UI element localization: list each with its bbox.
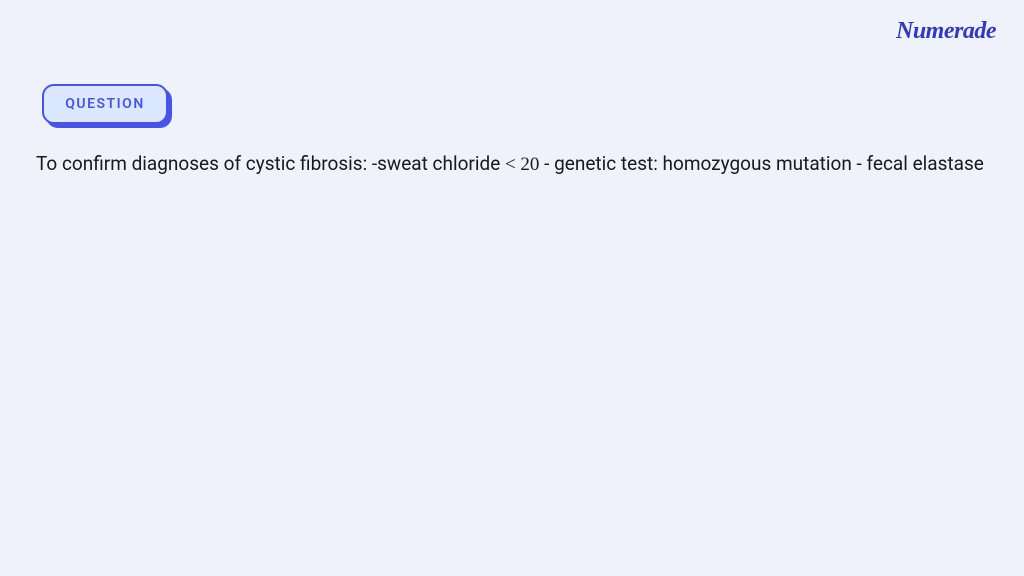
badge-box: QUESTION (42, 84, 168, 124)
question-math-num: 20 (520, 154, 539, 175)
question-text: To confirm diagnoses of cystic fibrosis:… (36, 150, 988, 180)
badge-label: QUESTION (65, 96, 144, 112)
question-badge: QUESTION (42, 84, 168, 124)
question-math-op: < (505, 154, 516, 175)
question-post: - genetic test: homozygous mutation - fe… (539, 152, 983, 175)
brand-logo: Numerade (896, 18, 996, 45)
question-pre: To confirm diagnoses of cystic fibrosis:… (36, 152, 505, 175)
brand-logo-text: Numerade (896, 18, 996, 44)
